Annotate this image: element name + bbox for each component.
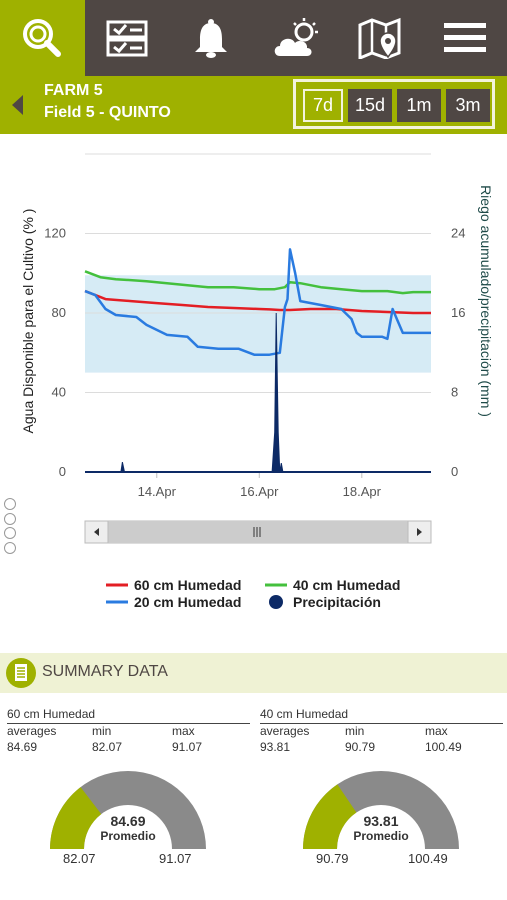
- right-tick-label: 24: [451, 226, 465, 241]
- gauge-caption: Promedio: [353, 829, 409, 843]
- left-tick-label: 120: [44, 226, 66, 241]
- right-tick-label: 8: [451, 385, 458, 400]
- legend-60cm[interactable]: 60 cm Humedad: [106, 577, 241, 593]
- min-value: 90.79: [345, 740, 376, 754]
- legend-label-20cm: 20 cm Humedad: [134, 594, 241, 610]
- x-tick-label: 18.Apr: [343, 484, 382, 499]
- summary-doc-icon: [6, 658, 36, 688]
- chart-navigator[interactable]: [84, 520, 432, 544]
- gauge-min: 82.07: [63, 851, 96, 866]
- averages-value: 84.69: [7, 740, 38, 754]
- nav-search-button[interactable]: [0, 0, 85, 76]
- back-arrow-icon[interactable]: [12, 95, 23, 115]
- legend-label-40cm: 40 cm Humedad: [293, 577, 400, 593]
- summary-header: SUMMARY DATA: [0, 653, 507, 693]
- max-value: 91.07: [172, 740, 203, 754]
- panel-label: 60 cm Humedad: [7, 707, 96, 721]
- max-label: max: [172, 724, 195, 738]
- right-axis-title: Riego acumulado/precipitación (mm ): [478, 185, 494, 417]
- gauge-track: [303, 771, 459, 849]
- legend-40cm[interactable]: 40 cm Humedad: [265, 577, 400, 593]
- range-7d-button[interactable]: 7d: [303, 89, 343, 122]
- gauge-value: 84.69: [110, 813, 146, 829]
- series-40-cm-humedad[interactable]: [84, 270, 431, 295]
- gauge-caption: Promedio: [100, 829, 156, 843]
- averages-value: 93.81: [260, 740, 291, 754]
- summary-panel-40cm: 40 cm Humedad averages min max 93.81 90.…: [258, 703, 503, 893]
- pager-dot[interactable]: [4, 498, 16, 510]
- averages-label: averages: [260, 724, 310, 738]
- right-tick-label: 0: [451, 464, 458, 479]
- range-3m-button[interactable]: 3m: [446, 89, 490, 122]
- side-pager: [4, 498, 16, 556]
- series-60-cm-humedad[interactable]: [84, 289, 431, 315]
- nav-map-button[interactable]: [338, 0, 423, 76]
- gauge-max: 100.49: [408, 851, 448, 866]
- left-tick-label: 40: [52, 385, 66, 400]
- panel-divider: [260, 723, 503, 724]
- gauge-center-label: 84.69 Promedio: [88, 813, 168, 843]
- legend-precip[interactable]: Precipitación: [269, 594, 381, 610]
- legend-label-60cm: 60 cm Humedad: [134, 577, 241, 593]
- gauge-fill: [50, 787, 102, 849]
- farm-name: FARM 5: [44, 82, 103, 99]
- pager-dot[interactable]: [4, 541, 16, 554]
- max-label: max: [425, 724, 448, 738]
- chart-legend: 60 cm Humedad 40 cm Humedad 20 cm Humeda…: [106, 577, 400, 610]
- range-1m-button[interactable]: 1m: [397, 89, 441, 122]
- pager-dot[interactable]: [4, 527, 16, 539]
- series-20-cm-humedad[interactable]: [84, 248, 431, 356]
- nav-alerts-button[interactable]: [169, 0, 254, 76]
- weather-icon: [274, 18, 318, 56]
- scroll-grip-icon[interactable]: [253, 527, 261, 537]
- gauge-track: [50, 771, 206, 849]
- gauge-60cm: [50, 771, 206, 849]
- menu-icon: [443, 23, 486, 52]
- nav-tasks-button[interactable]: [85, 0, 170, 76]
- min-value: 82.07: [92, 740, 123, 754]
- x-tick-label: 16.Apr: [240, 484, 279, 499]
- nav-weather-button[interactable]: [254, 0, 339, 76]
- scroll-right-icon: [417, 528, 422, 536]
- field-name: Field 5 - QUINTO: [44, 104, 171, 121]
- right-tick-label: 16: [451, 305, 465, 320]
- left-tick-label: 0: [59, 464, 66, 479]
- x-tick-label: 14.Apr: [138, 484, 177, 499]
- averages-label: averages: [7, 724, 57, 738]
- legend-20cm[interactable]: 20 cm Humedad: [106, 594, 241, 610]
- checklist-icon: [106, 20, 148, 57]
- map-pin-icon: [358, 17, 401, 59]
- left-tick-label: 80: [52, 305, 66, 320]
- max-value: 100.49: [425, 740, 462, 754]
- summary-panel-60cm: 60 cm Humedad averages min max 84.69 82.…: [5, 703, 250, 893]
- top-nav: [0, 0, 507, 76]
- scroll-left-icon: [94, 528, 99, 536]
- gauge-center-label: 93.81 Promedio: [341, 813, 421, 843]
- pager-dot[interactable]: [4, 512, 16, 525]
- gauge-min: 90.79: [316, 851, 349, 866]
- min-label: min: [92, 724, 112, 738]
- gauge-value: 93.81: [363, 813, 399, 829]
- left-axis-title: Agua Disponible para el Cultivo (% ): [20, 209, 36, 434]
- field-header: FARM 5 Field 5 - QUINTO 7d 15d 1m 3m: [0, 76, 507, 134]
- panel-divider: [7, 723, 250, 724]
- legend-label-precip: Precipitación: [293, 594, 381, 610]
- moisture-chart: 0 40 80 120 0 8 16 24 14.Apr 16.Apr 18.Apr Agua Di…: [0, 134, 507, 639]
- gauge-40cm: [303, 771, 459, 849]
- summary-title: SUMMARY DATA: [42, 663, 168, 680]
- gauge-fill: [303, 784, 357, 849]
- panel-label: 40 cm Humedad: [260, 707, 349, 721]
- range-selector: 7d 15d 1m 3m: [293, 79, 495, 129]
- search-icon: [23, 19, 62, 57]
- range-15d-button[interactable]: 15d: [348, 89, 392, 122]
- chart-svg: 0 40 80 120 0 8 16 24 14.Apr 16.Apr 18.Apr Agua Di…: [20, 153, 494, 610]
- series-precipitaci-n[interactable]: [120, 312, 284, 473]
- min-label: min: [345, 724, 365, 738]
- nav-menu-button[interactable]: [423, 0, 507, 76]
- gauge-max: 91.07: [159, 851, 192, 866]
- bell-icon: [195, 19, 228, 58]
